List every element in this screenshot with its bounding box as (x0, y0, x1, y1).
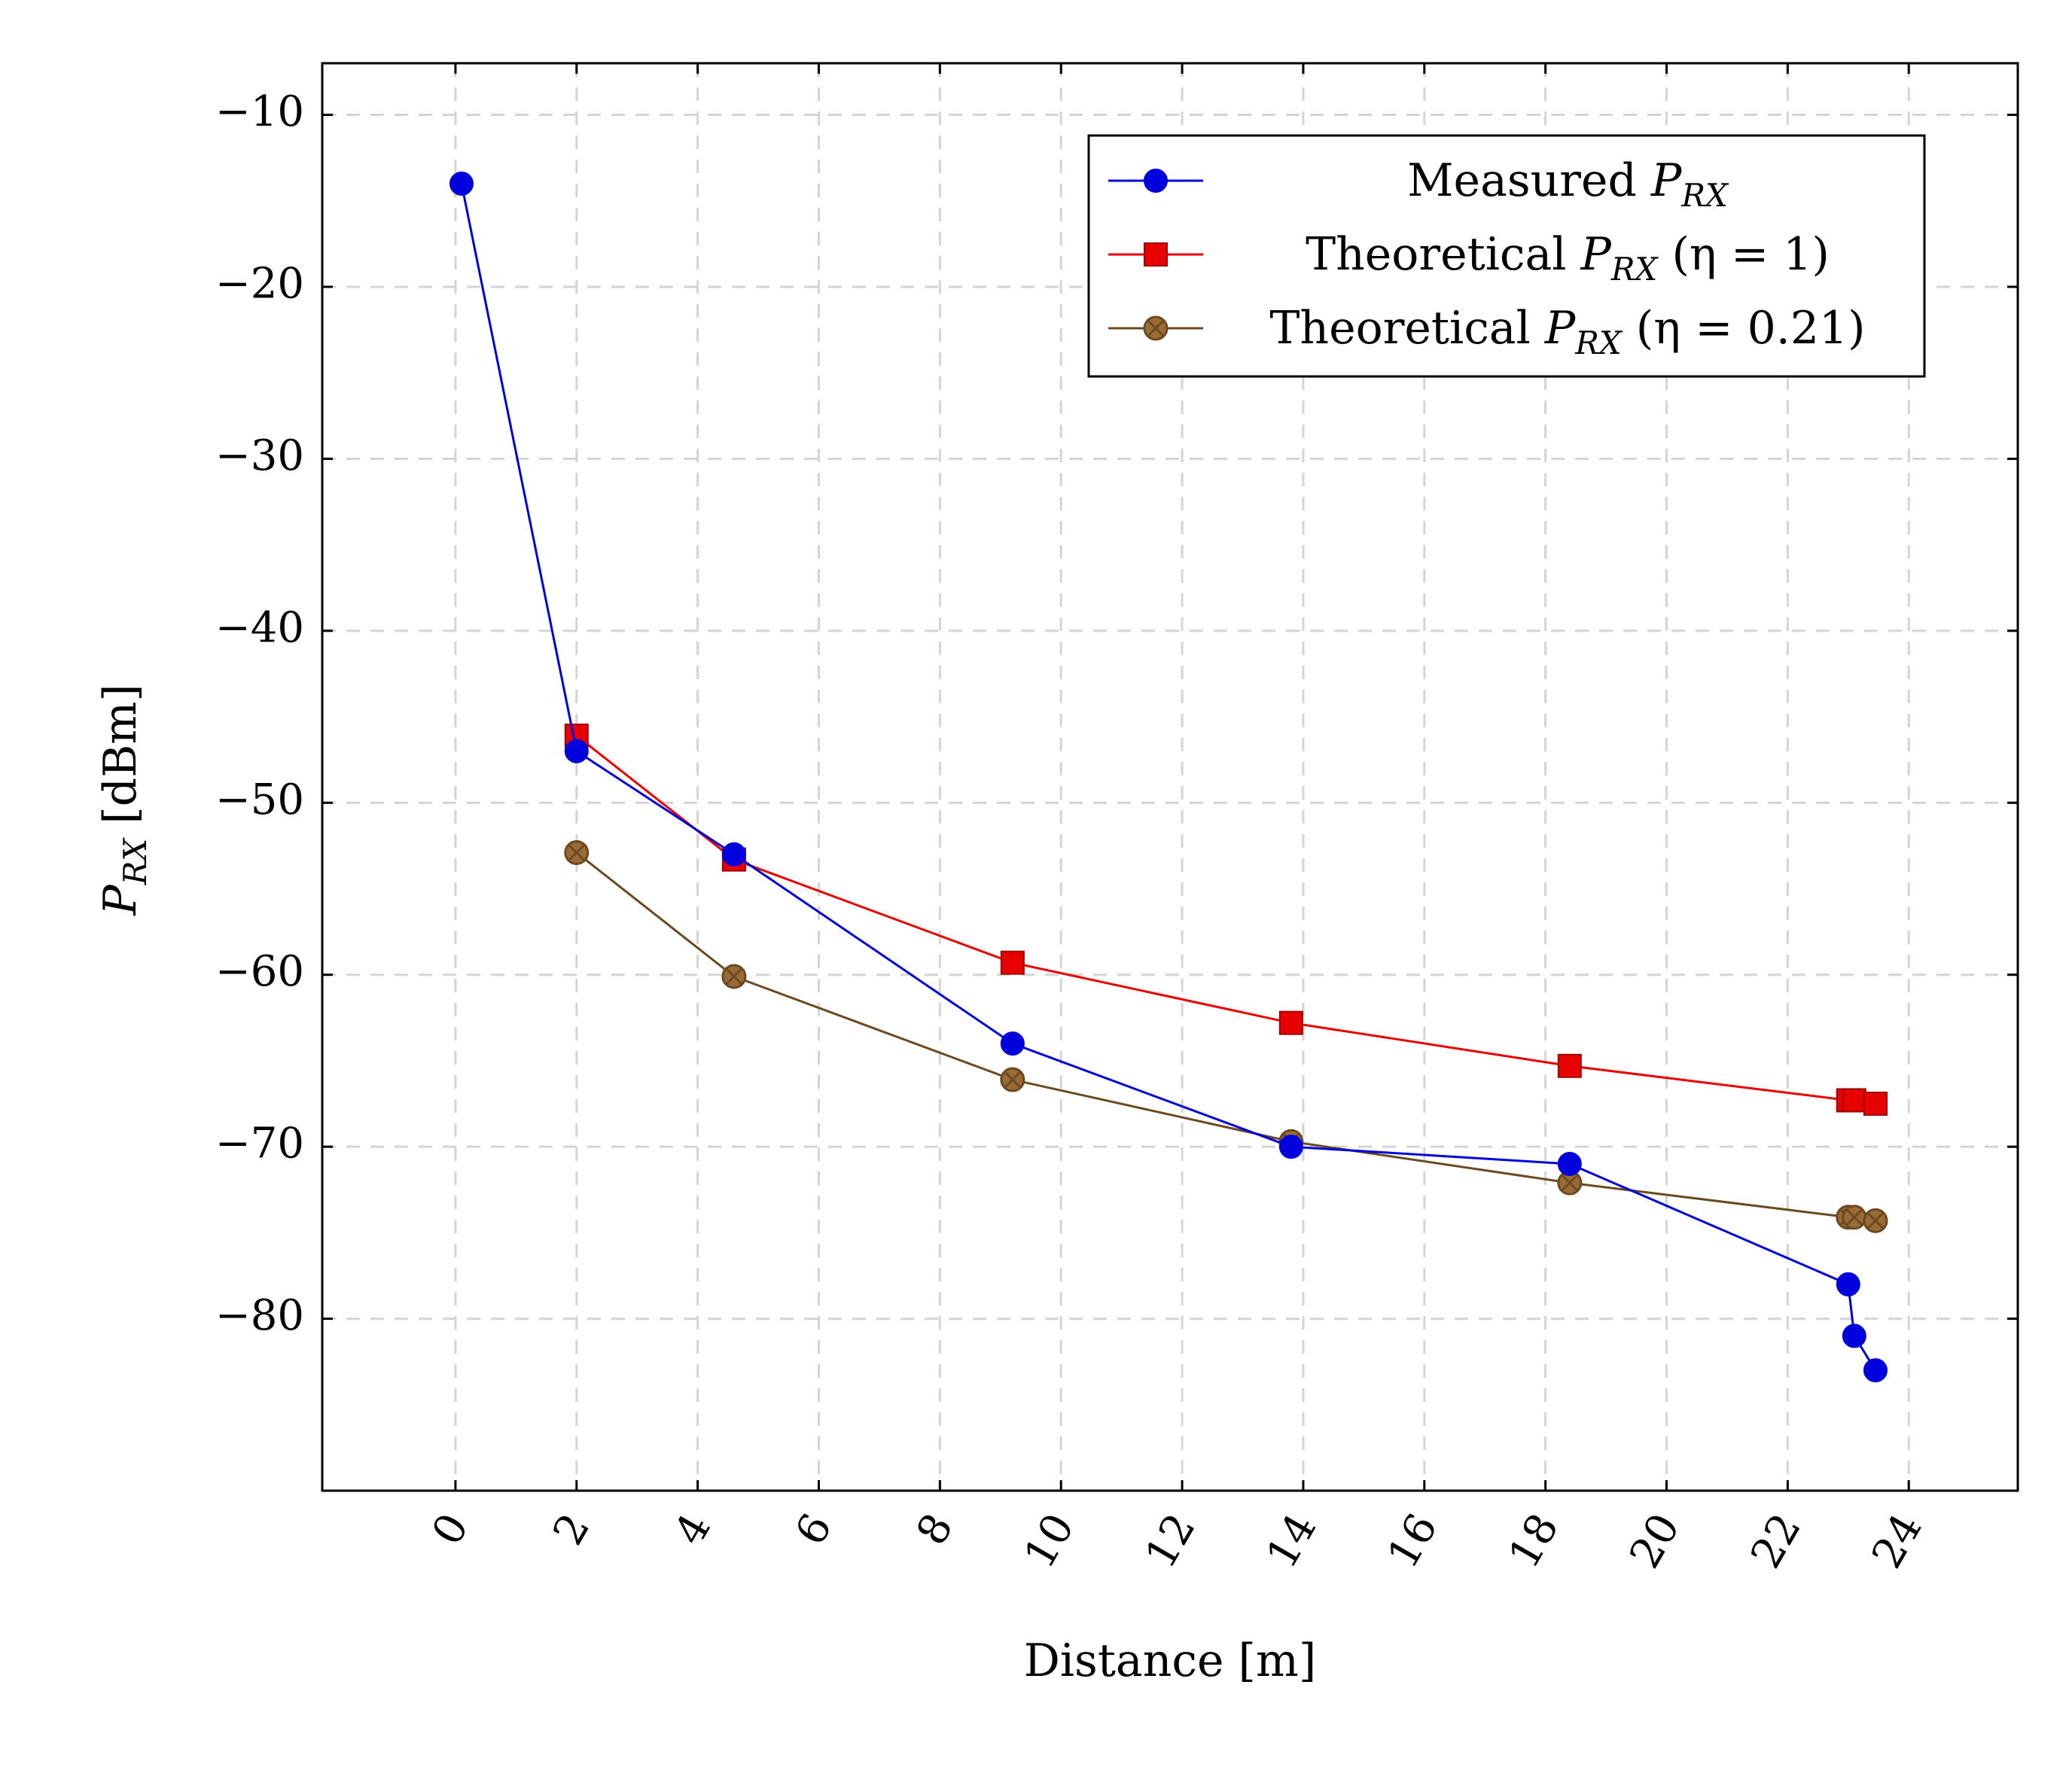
y-axis-title: PRX [dBm] (94, 684, 154, 915)
data-point-circle-x (721, 964, 747, 989)
x-tick-label: 24 (1863, 1506, 1932, 1577)
data-point-square (1863, 1092, 1888, 1117)
legend-label-sub: RX (1610, 251, 1659, 288)
legend-label-pre: Measured (1407, 154, 1651, 207)
y-axis-title-main: P (94, 884, 147, 916)
x-tick-label: 14 (1257, 1506, 1327, 1577)
data-point-square (1000, 950, 1025, 975)
marker-cross (1561, 1174, 1579, 1192)
marker-cross (1147, 319, 1165, 337)
data-point-circle-x (1863, 1208, 1888, 1233)
legend-label-pre: Theoretical (1306, 228, 1580, 281)
x-tick-label: 16 (1379, 1506, 1448, 1577)
series-0 (449, 171, 1888, 1383)
x-tick-label: 4 (665, 1506, 721, 1553)
legend-label-main: P (1650, 154, 1683, 207)
data-point-square (1842, 1088, 1866, 1113)
legend-label-main: P (1544, 302, 1577, 355)
x-tick-label: 12 (1136, 1506, 1205, 1577)
data-point-circle (1842, 1324, 1866, 1348)
data-point-circle-x (1143, 315, 1169, 341)
data-point-circle (1278, 1135, 1303, 1159)
data-point-square (1278, 1010, 1303, 1035)
plot-frame (321, 62, 2019, 1492)
legend-box (1087, 134, 1926, 378)
series-layer (449, 171, 1888, 1383)
marker-cross (1866, 1211, 1885, 1229)
series-line (575, 852, 1876, 1222)
data-point-circle (721, 842, 746, 867)
legend-label-main: P (1580, 228, 1613, 281)
marker-cross (568, 843, 586, 862)
data-point-circle-x (564, 840, 590, 866)
y-tick-label: −60 (215, 947, 304, 996)
data-point-circle (1863, 1358, 1888, 1383)
legend-label-post: (η = 0.21) (1622, 302, 1866, 355)
data-point-circle (1144, 169, 1168, 193)
y-tick-label: −80 (215, 1291, 304, 1340)
x-tick-label: 10 (1015, 1506, 1084, 1577)
x-tick-label: 0 (423, 1506, 479, 1553)
y-tick-label: −40 (215, 603, 304, 652)
x-tick-label: 8 (907, 1506, 963, 1553)
legend-label: Theoretical PRX (η = 0.21) (1269, 302, 1865, 361)
marker-cross (1845, 1208, 1863, 1226)
legend-label-pre: Theoretical (1269, 302, 1544, 355)
x-tick-label: 6 (786, 1506, 842, 1553)
y-tick-label: −30 (215, 431, 304, 480)
series-1 (564, 724, 1888, 1117)
y-tick-label: −50 (215, 775, 304, 824)
data-point-circle-x (1842, 1205, 1867, 1230)
data-point-circle-x (1000, 1067, 1025, 1092)
legend-label-post: (η = 1) (1657, 228, 1829, 281)
data-point-circle (1000, 1031, 1025, 1056)
series-line (575, 734, 1876, 1105)
data-point-square (1557, 1053, 1582, 1078)
data-point-circle (564, 739, 589, 763)
data-point-square (1144, 242, 1168, 267)
x-axis-title: Distance [m] (1024, 1634, 1317, 1687)
legend-label-sub: RX (1574, 324, 1623, 361)
series-2 (564, 840, 1888, 1233)
x-tick-label: 2 (544, 1506, 599, 1553)
x-tick-label: 20 (1620, 1506, 1690, 1577)
data-point-circle (1836, 1272, 1860, 1296)
y-axis-title-unit: [dBm] (94, 684, 147, 838)
y-axis-title-sub: RX (117, 837, 154, 886)
x-tick-label: 22 (1741, 1506, 1811, 1577)
y-tick-label: −10 (215, 87, 304, 136)
legend-label: Theoretical PRX (η = 1) (1306, 228, 1830, 288)
legend-label-sub: RX (1680, 177, 1729, 214)
y-tick-label: −20 (215, 259, 304, 308)
legend-label: Measured PRX (1407, 154, 1729, 214)
x-tick-label: 18 (1499, 1506, 1568, 1577)
data-point-circle (1557, 1151, 1582, 1176)
marker-cross (725, 967, 743, 986)
y-tick-label: −70 (215, 1120, 304, 1168)
data-point-circle (449, 171, 474, 196)
marker-cross (1004, 1071, 1022, 1089)
